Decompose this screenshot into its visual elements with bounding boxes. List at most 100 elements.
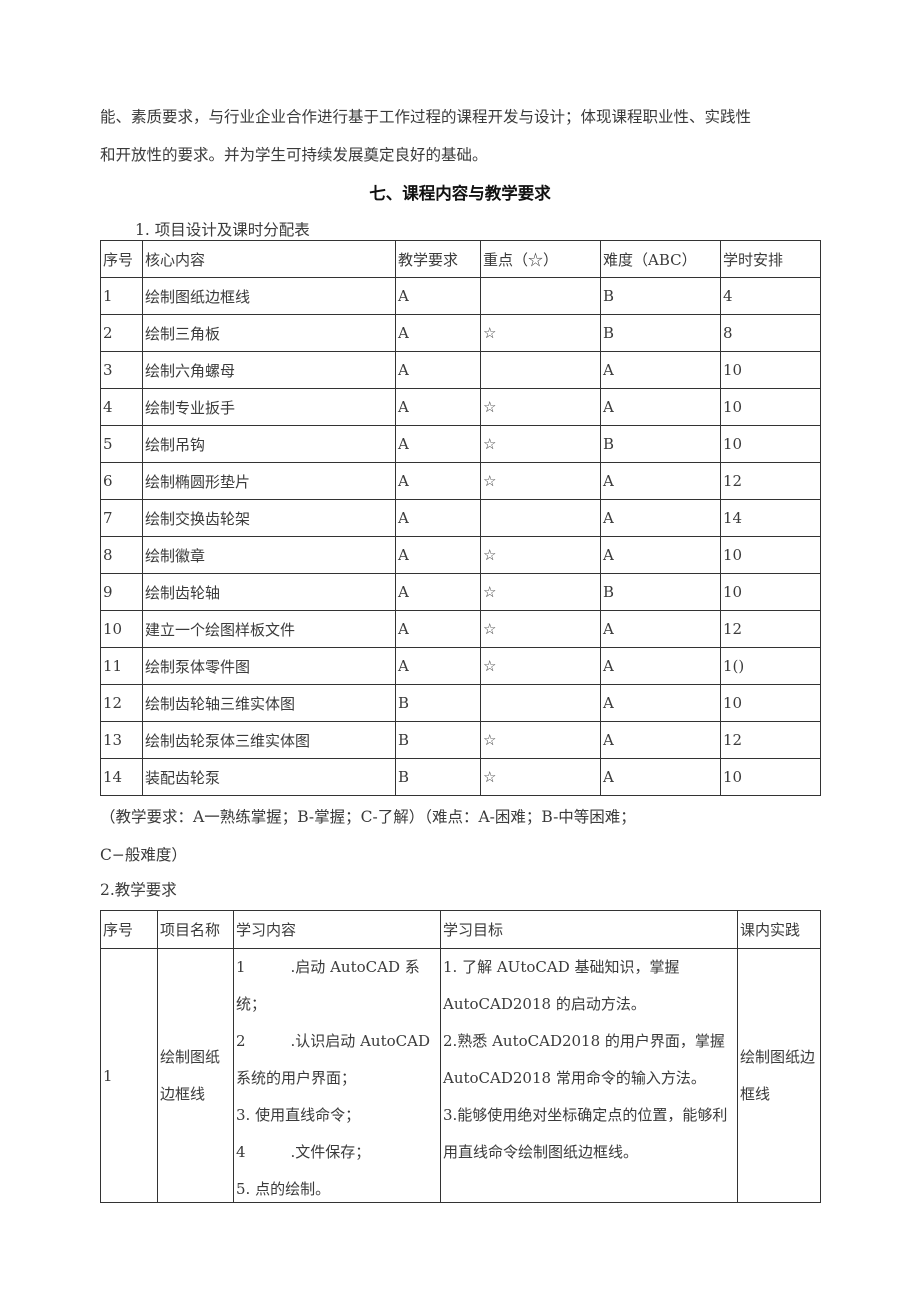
table-cell: 7	[100, 499, 143, 537]
table-row: 14 装配齿轮泵 B ☆ A 10	[100, 758, 821, 796]
table-cell: ☆	[480, 425, 601, 463]
table-cell: 10	[720, 351, 821, 389]
table-cell: 10	[720, 536, 821, 574]
table-cell: B	[600, 573, 721, 611]
table-cell: B	[600, 277, 721, 315]
table2-caption: 2.教学要求	[100, 881, 177, 899]
table-row: 12 绘制齿轮轴三维实体图 B A 10	[100, 684, 821, 722]
table-cell: 4	[100, 388, 143, 426]
table-cell: B	[395, 721, 481, 759]
table-cell	[480, 277, 601, 315]
table-cell: B	[395, 684, 481, 722]
table-cell: 9	[100, 573, 143, 611]
table-cell: 14	[720, 499, 821, 537]
table-row: 4 绘制专业扳手 A ☆ A 10	[100, 388, 821, 426]
table-row: 6 绘制椭圆形垫片 A ☆ A 12	[100, 462, 821, 500]
table-cell: 绘制椭圆形垫片	[142, 462, 396, 500]
table-row: 1 绘制图纸边框线 1 .启动 AutoCAD 系统； 2 .认识启动 Auto…	[100, 948, 821, 1203]
project-name: 绘制图纸边框线	[157, 948, 234, 1203]
teaching-requirements-table: 序号 项目名称 学习内容 学习目标 课内实践 1 绘制图纸边框线 1 .启动 A…	[100, 910, 821, 1203]
header-cell: 学习目标	[440, 910, 738, 949]
table-cell: A	[600, 388, 721, 426]
table-row: 2 绘制三角板 A ☆ B 8	[100, 314, 821, 352]
header-cell: 学时安排	[720, 240, 821, 278]
table-cell: 13	[100, 721, 143, 759]
intro-line-2: 和开放性的要求。并为学生可持续发展奠定良好的基础。	[100, 146, 488, 164]
intro-line-1: 能、素质要求，与行业企业合作进行基于工作过程的课程开发与设计；体现课程职业性、实…	[100, 108, 752, 126]
table-cell: A	[395, 277, 481, 315]
table-cell: 绘制泵体零件图	[142, 647, 396, 685]
table-cell: A	[395, 314, 481, 352]
table-cell	[480, 499, 601, 537]
table-cell: ☆	[480, 647, 601, 685]
table-cell: ☆	[480, 536, 601, 574]
table-cell: 10	[720, 758, 821, 796]
table-cell: B	[395, 758, 481, 796]
table-row: 1 绘制图纸边框线 A B 4	[100, 277, 821, 315]
table-cell: 4	[720, 277, 821, 315]
table-cell: 装配齿轮泵	[142, 758, 396, 796]
table-cell: A	[395, 462, 481, 500]
table-cell: ☆	[480, 721, 601, 759]
table-cell: 10	[720, 388, 821, 426]
header-cell: 序号	[100, 910, 158, 949]
header-cell: 学习内容	[233, 910, 441, 949]
header-cell: 教学要求	[395, 240, 481, 278]
table-cell: ☆	[480, 462, 601, 500]
table-cell: 绘制徽章	[142, 536, 396, 574]
section-title: 七、课程内容与教学要求	[369, 184, 551, 203]
table-cell: 2	[100, 314, 143, 352]
table-row: 13 绘制齿轮泵体三维实体图 B ☆ A 12	[100, 721, 821, 759]
table-cell: 绘制六角螺母	[142, 351, 396, 389]
goal-item: 1. 了解 AUtoCAD 基础知识，掌握 AutoCAD2018 的启动方法。	[443, 958, 680, 1013]
learning-content: 1 .启动 AutoCAD 系统； 2 .认识启动 AutoCAD 系统的用户界…	[233, 948, 441, 1203]
table-row: 3 绘制六角螺母 A A 10	[100, 351, 821, 389]
table-cell: A	[600, 462, 721, 500]
in-class-practice: 绘制图纸边框线	[737, 948, 821, 1203]
table-cell: 6	[100, 462, 143, 500]
table-cell: 1	[100, 277, 143, 315]
learning-goals: 1. 了解 AUtoCAD 基础知识，掌握 AutoCAD2018 的启动方法。…	[440, 948, 738, 1203]
table-row: 5 绘制吊钩 A ☆ B 10	[100, 425, 821, 463]
table-cell: A	[600, 684, 721, 722]
table-cell: 绘制吊钩	[142, 425, 396, 463]
table-cell: 3	[100, 351, 143, 389]
table-cell: 10	[720, 425, 821, 463]
table-cell: 绘制齿轮轴三维实体图	[142, 684, 396, 722]
table-header-row: 序号 项目名称 学习内容 学习目标 课内实践	[100, 910, 821, 949]
table-cell: A	[395, 388, 481, 426]
table-row: 7 绘制交换齿轮架 A A 14	[100, 499, 821, 537]
table-cell: ☆	[480, 610, 601, 648]
table-cell: 14	[100, 758, 143, 796]
header-cell: 核心内容	[142, 240, 396, 278]
table1-caption: 1. 项目设计及课时分配表	[135, 221, 310, 239]
table-cell: A	[600, 351, 721, 389]
table-header-row: 序号 核心内容 教学要求 重点（☆） 难度（ABC） 学时安排	[100, 240, 821, 278]
table-cell: B	[600, 425, 721, 463]
header-cell: 项目名称	[157, 910, 234, 949]
goal-item: 3.能够使用绝对坐标确定点的位置，能够利用直线命令绘制图纸边框线。	[443, 1106, 728, 1161]
table-row: 10 建立一个绘图样板文件 A ☆ A 12	[100, 610, 821, 648]
table-cell: A	[395, 499, 481, 537]
table-cell: 绘制三角板	[142, 314, 396, 352]
table-cell: 1()	[720, 647, 821, 685]
content-item: 1 .启动 AutoCAD 系统；	[236, 958, 420, 1013]
content-item: 2 .认识启动 AutoCAD 系统的用户界面；	[236, 1032, 430, 1087]
content-item: 4 .文件保存；	[236, 1143, 371, 1161]
table-row: 11 绘制泵体零件图 A ☆ A 1()	[100, 647, 821, 685]
table-cell: 绘制交换齿轮架	[142, 499, 396, 537]
table-cell: 12	[720, 610, 821, 648]
table-cell: A	[600, 721, 721, 759]
header-cell: 重点（☆）	[480, 240, 601, 278]
table-cell: A	[395, 647, 481, 685]
table-cell: A	[600, 647, 721, 685]
header-cell: 课内实践	[737, 910, 821, 949]
schedule-table: 序号 核心内容 教学要求 重点（☆） 难度（ABC） 学时安排 1 绘制图纸边框线 A B 4 2 绘制…	[100, 240, 821, 796]
table-cell: ☆	[480, 314, 601, 352]
table-cell: 绘制齿轮泵体三维实体图	[142, 721, 396, 759]
table-cell: 11	[100, 647, 143, 685]
table-cell: A	[395, 573, 481, 611]
table-cell: 5	[100, 425, 143, 463]
goal-item: 2.熟悉 AutoCAD2018 的用户界面，掌握 AutoCAD2018 常用…	[443, 1032, 725, 1087]
table-cell: A	[600, 610, 721, 648]
